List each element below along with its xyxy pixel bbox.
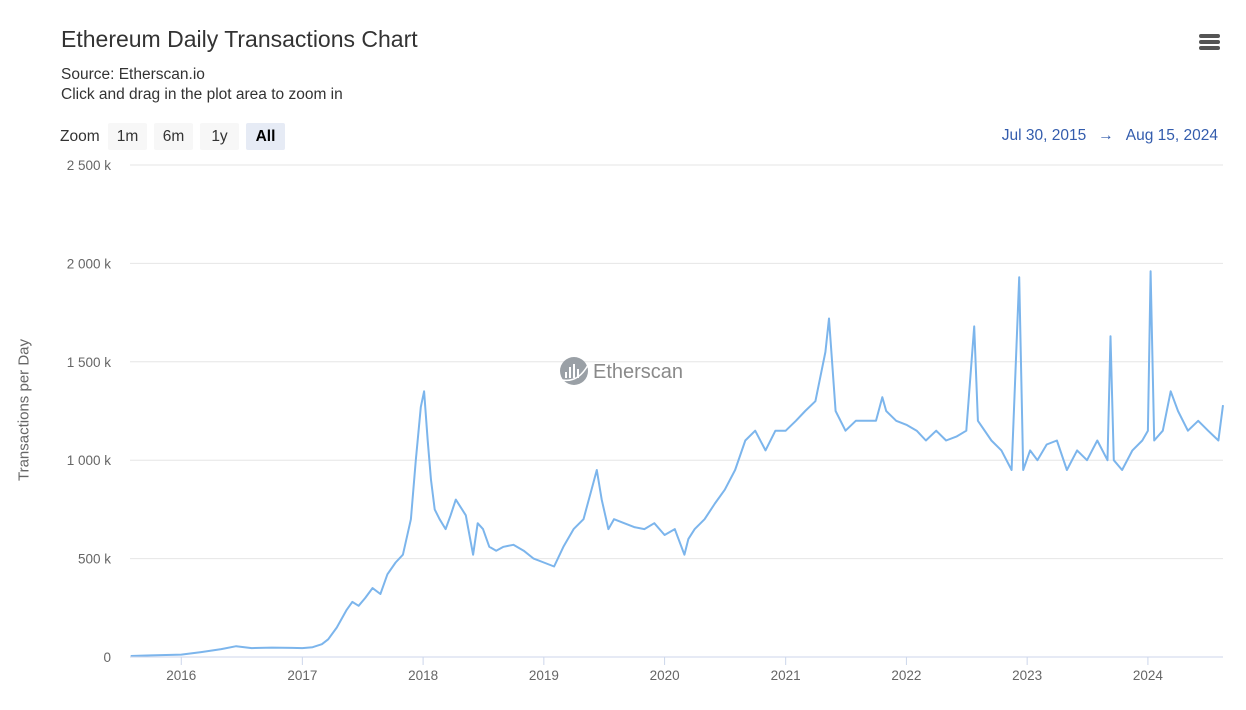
y-axis-ticks: 0 500 k 1 000 k 1 500 k 2 000 k 2 500 k: [67, 158, 112, 665]
x-axis-ticks: 2016 2017 2018 2019 2020 2021 2022 2023 2024: [166, 657, 1163, 683]
y-tick-label: 1 500 k: [67, 355, 112, 370]
x-tick-label: 2019: [529, 668, 559, 683]
chart-title: Ethereum Daily Transactions Chart: [61, 26, 418, 52]
zoom-label: Zoom: [60, 128, 100, 145]
zoom-1y-button[interactable]: 1y: [200, 123, 239, 150]
x-tick-label: 2021: [771, 668, 801, 683]
watermark: Etherscan: [560, 357, 683, 385]
x-tick-label: 2016: [166, 668, 196, 683]
x-tick-label: 2024: [1133, 668, 1164, 683]
zoom-1m-button[interactable]: 1m: [108, 123, 147, 150]
watermark-text: Etherscan: [593, 361, 683, 383]
x-tick-label: 2018: [408, 668, 438, 683]
y-tick-label: 0: [103, 650, 111, 665]
series-line: [130, 270, 1224, 657]
range-to[interactable]: Aug 15, 2024: [1125, 127, 1218, 144]
logo-curve: [561, 364, 589, 382]
logo-bars: [565, 364, 579, 378]
x-tick-label: 2020: [650, 668, 680, 683]
source-text: Source: Etherscan.io: [61, 66, 205, 83]
hamburger-menu-icon[interactable]: [1195, 30, 1223, 54]
zoom-6m-button[interactable]: 6m: [154, 123, 193, 150]
y-tick-label: 500 k: [78, 552, 111, 567]
y-tick-label: 1 000 k: [67, 453, 112, 468]
gridlines: [130, 164, 1223, 658]
range-arrow: →: [1098, 127, 1114, 144]
chart-subtitle: Source: Etherscan.io Click and drag in t…: [61, 65, 343, 105]
y-tick-label: 2 500 k: [67, 158, 112, 173]
zoom-all-button[interactable]: All: [246, 123, 285, 150]
date-range: Jul 30, 2015 → Aug 15, 2024: [1002, 127, 1218, 145]
range-from[interactable]: Jul 30, 2015: [1001, 127, 1087, 144]
x-tick-label: 2017: [287, 668, 317, 683]
y-tick-label: 2 000 k: [67, 256, 112, 271]
zoom-hint-text: Click and drag in the plot area to zoom …: [61, 86, 343, 103]
x-tick-label: 2023: [1012, 668, 1042, 683]
x-tick-label: 2022: [891, 668, 921, 683]
